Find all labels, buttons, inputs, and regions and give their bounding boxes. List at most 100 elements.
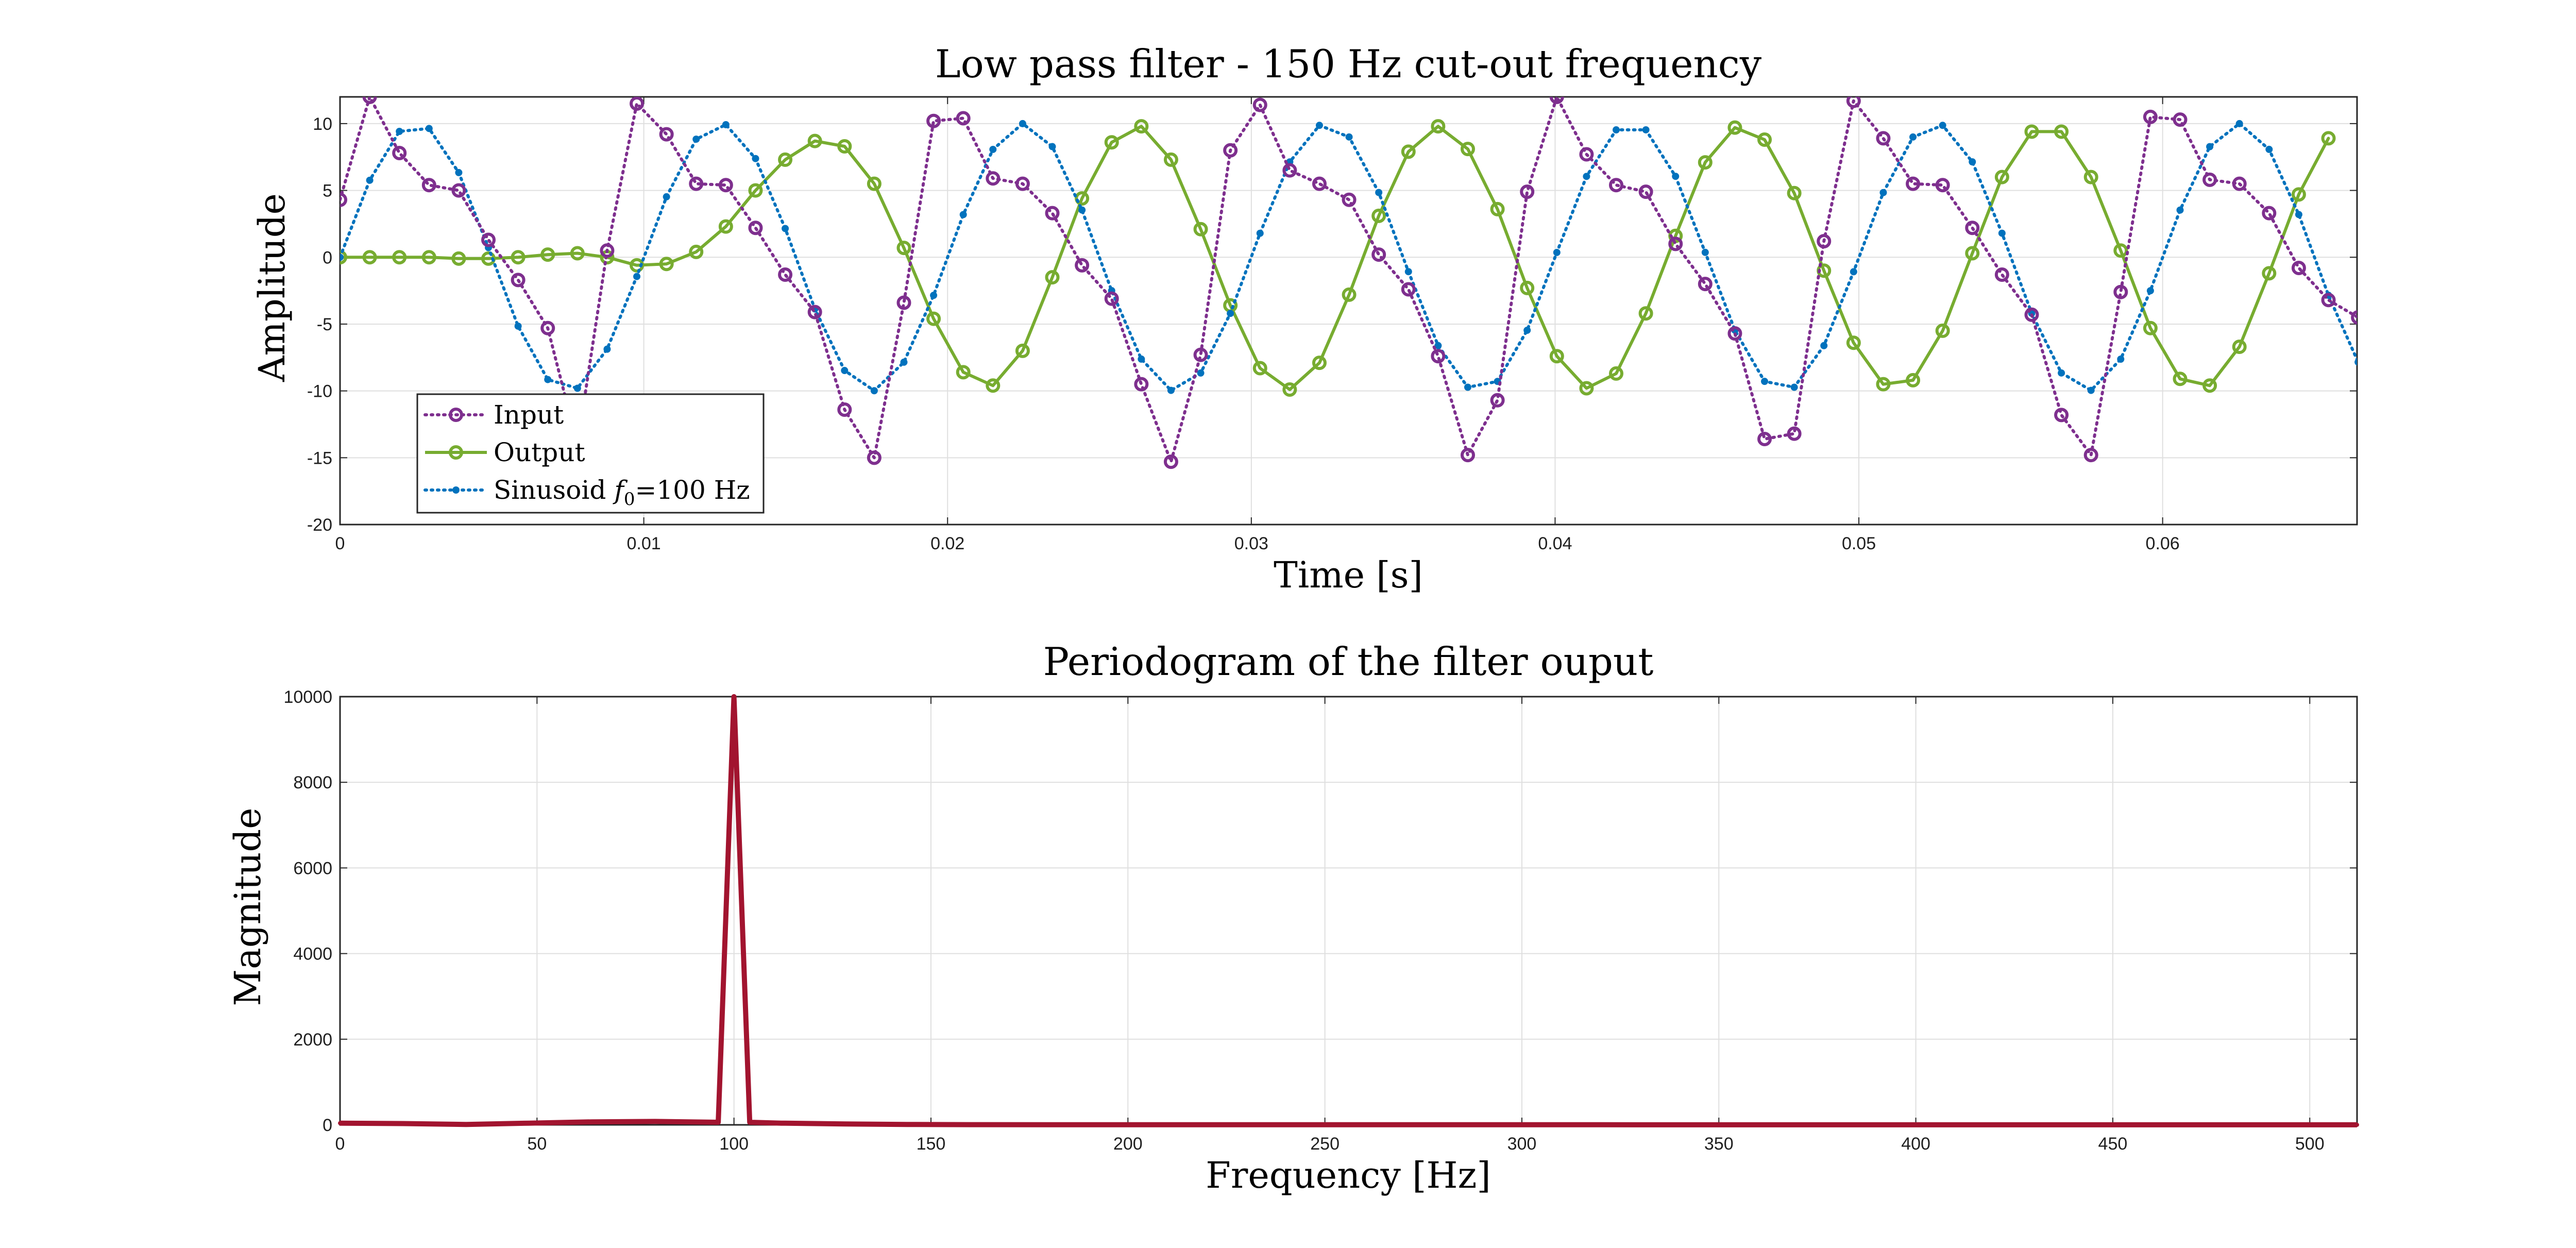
input-point <box>540 321 555 335</box>
input-point <box>1015 176 1030 191</box>
time-ytick-label: -10 <box>307 382 332 401</box>
output-point <box>2291 187 2306 202</box>
input-point <box>867 450 882 465</box>
periodogram-point <box>1346 1122 1351 1127</box>
input-point <box>511 273 526 288</box>
output-point <box>1965 246 1980 261</box>
input-point <box>1727 326 1742 341</box>
sinusoid-point <box>2295 211 2302 218</box>
periodogram-point <box>1598 1122 1603 1127</box>
input-point <box>1549 97 1564 104</box>
input-point <box>1045 206 1060 221</box>
sinusoid-point <box>1464 383 1471 391</box>
periodogram-point <box>2103 1122 2107 1127</box>
freq-xtick-label: 450 <box>2098 1134 2128 1154</box>
time-xtick-label: 0.04 <box>1538 534 1572 553</box>
periodogram-plot: Periodogram of the filter ouput 0 50 100 15… <box>227 639 2359 1196</box>
periodogram-point <box>968 1122 973 1127</box>
input-point <box>659 127 674 142</box>
periodogram-point <box>590 1120 595 1124</box>
freq-xtick-label: 200 <box>1113 1134 1143 1154</box>
sinusoid-point <box>930 292 938 299</box>
input-point <box>2351 310 2357 325</box>
input-point <box>1075 258 1090 273</box>
input-point <box>1460 448 1475 463</box>
output-point <box>1757 132 1772 147</box>
periodogram-point <box>527 1121 532 1125</box>
legend-item-input: Input <box>423 400 564 430</box>
sinusoid-point <box>1404 268 1412 276</box>
input-point <box>1906 176 1921 191</box>
input-point <box>1965 221 1980 235</box>
time-domain-plot: Low pass filter - 150 Hz cut-out frequen… <box>251 41 2358 596</box>
sinusoid-point <box>1820 342 1828 349</box>
output-point <box>718 219 733 234</box>
sinusoid-point <box>1138 355 1145 363</box>
sinusoid-point <box>603 345 611 353</box>
sinusoid-point <box>1167 386 1175 394</box>
sinusoid-point <box>1583 173 1590 180</box>
periodogram-point <box>842 1122 846 1126</box>
sinusoid-point <box>1375 189 1383 196</box>
input-point <box>1579 147 1594 162</box>
sinusoid-point <box>989 145 997 153</box>
periodogram-point <box>653 1119 657 1124</box>
sinusoid-point <box>544 376 552 383</box>
periodogram-ylabel: Magnitude <box>227 807 269 1006</box>
output-point <box>1787 185 1802 200</box>
time-plot-legend: Input Output Sinusoid f0=100 Hz <box>416 393 765 514</box>
output-point <box>1371 208 1386 223</box>
sinusoid-point <box>752 155 759 162</box>
input-point <box>1282 163 1297 178</box>
input-point <box>2083 448 2098 463</box>
time-ytick-label: -15 <box>307 448 332 468</box>
output-point <box>1431 119 1446 134</box>
sinusoid-point <box>514 322 522 330</box>
input-point <box>1193 347 1208 362</box>
output-point <box>1282 382 1297 397</box>
output-point <box>926 311 941 326</box>
input-point <box>2291 261 2306 275</box>
input-point <box>1342 192 1357 207</box>
time-ytick-label: 10 <box>313 114 332 134</box>
freq-ytick-label: 0 <box>323 1116 332 1135</box>
input-point <box>451 183 466 198</box>
output-point <box>778 152 793 167</box>
input-line <box>340 97 2357 464</box>
output-point <box>1134 119 1149 134</box>
output-point <box>540 247 555 262</box>
input-point <box>481 232 496 247</box>
input-point <box>837 402 852 417</box>
sinusoid-point <box>455 168 463 176</box>
input-point <box>1698 277 1713 292</box>
output-point <box>1075 191 1090 206</box>
periodogram-series <box>338 694 2359 1127</box>
output-point <box>1846 335 1861 350</box>
input-point <box>2113 284 2128 299</box>
output-point <box>511 250 526 265</box>
sinusoid-point <box>2206 143 2214 150</box>
legend-item-output: Output <box>425 437 585 467</box>
periodogram-point <box>732 695 736 699</box>
output-point <box>867 176 882 191</box>
sinusoid-point <box>782 225 789 232</box>
sinusoid-point <box>2087 386 2095 394</box>
periodogram-point <box>401 1121 405 1126</box>
output-point <box>1579 381 1594 396</box>
output-point <box>1252 361 1267 376</box>
input-point <box>1757 432 1772 446</box>
periodogram-point <box>1094 1122 1099 1127</box>
input-point <box>1163 454 1178 469</box>
time-ytick-label: 0 <box>323 248 332 267</box>
sinusoid-point <box>1761 378 1769 385</box>
input-point <box>2173 112 2188 127</box>
output-point <box>807 133 822 148</box>
input-point <box>392 145 407 160</box>
output-point <box>1727 120 1742 135</box>
input-point <box>600 243 615 258</box>
sinusoid-point <box>1523 326 1531 334</box>
sinusoid-point <box>1998 229 2006 237</box>
time-xtick-label: 0 <box>335 534 345 553</box>
freq-ytick-label: 6000 <box>293 858 332 878</box>
sinusoid-point <box>340 254 344 261</box>
